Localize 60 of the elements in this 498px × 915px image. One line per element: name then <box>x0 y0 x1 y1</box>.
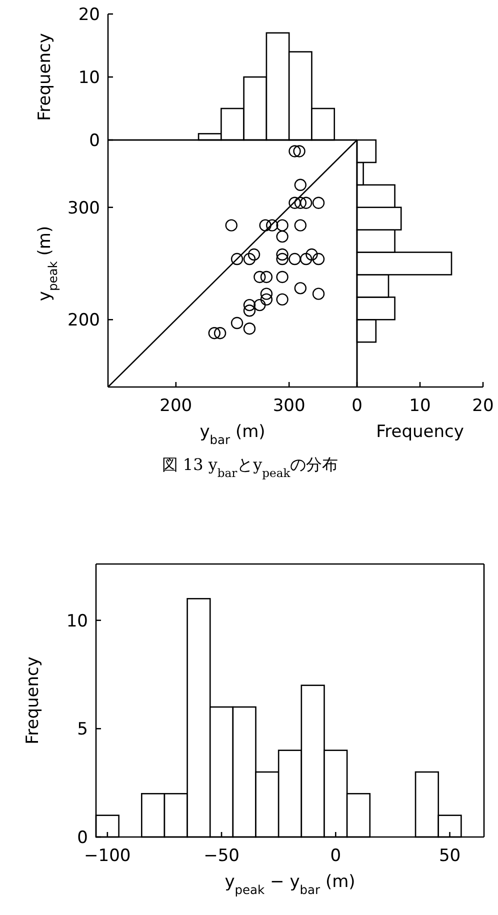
point <box>288 196 301 209</box>
point <box>294 282 307 294</box>
x-tick-label: 0 <box>330 846 342 866</box>
y-axis-title: Frequency <box>23 656 43 744</box>
x-axis-title: Frequency <box>376 422 464 442</box>
point <box>276 252 288 266</box>
point <box>248 248 260 261</box>
x-axis-title: y$_{peak}$ − y$_{bar}$ (m) <box>224 872 356 897</box>
x-tick-label: 0 <box>352 396 362 416</box>
y-tick-label: 300 <box>68 198 100 218</box>
point <box>276 270 288 284</box>
point <box>254 270 266 284</box>
point <box>276 293 288 306</box>
caption: 図 13 y$_{bar}$とy$_{peak}$の分布 <box>162 455 338 480</box>
point <box>243 252 256 266</box>
point <box>225 219 238 232</box>
point <box>300 196 312 209</box>
point <box>243 322 256 335</box>
point <box>208 327 220 340</box>
point <box>312 196 325 209</box>
point <box>294 219 307 232</box>
point <box>276 230 288 243</box>
point <box>260 293 273 306</box>
point <box>293 145 306 158</box>
point <box>294 178 307 192</box>
point <box>266 219 278 232</box>
point <box>312 288 325 300</box>
point <box>288 145 301 158</box>
point <box>214 327 226 340</box>
point <box>243 304 256 317</box>
x-tick-label: 20 <box>472 396 494 416</box>
x-axis-title: y$_{bar}$ (m) <box>200 422 266 447</box>
point <box>276 248 288 261</box>
y-tick-label: 5 <box>77 720 88 740</box>
y-tick-label: 0 <box>77 828 88 848</box>
point <box>259 219 272 232</box>
y-tick-label: 0 <box>89 131 100 151</box>
point <box>260 270 273 284</box>
point <box>254 298 266 312</box>
x-tick-label: −50 <box>204 846 240 866</box>
x-tick-label: 50 <box>438 846 461 866</box>
point <box>288 252 301 266</box>
point <box>306 248 318 261</box>
point <box>230 252 244 266</box>
y-axis-title: Frequency <box>35 33 55 121</box>
y-tick-label: 200 <box>68 310 100 331</box>
x-tick-label: 300 <box>272 396 306 416</box>
point <box>312 252 325 266</box>
y-tick-label: 10 <box>78 68 100 88</box>
y-tick-label: 20 <box>78 5 100 25</box>
point <box>243 298 256 312</box>
point <box>276 219 288 232</box>
point <box>294 196 307 209</box>
point <box>260 288 273 300</box>
x-tick-label: 10 <box>409 396 431 416</box>
x-tick-label: 200 <box>160 396 192 416</box>
point <box>230 316 244 330</box>
x-tick-label: −100 <box>84 846 131 866</box>
y-tick-label: 10 <box>66 611 88 632</box>
point <box>300 252 312 266</box>
